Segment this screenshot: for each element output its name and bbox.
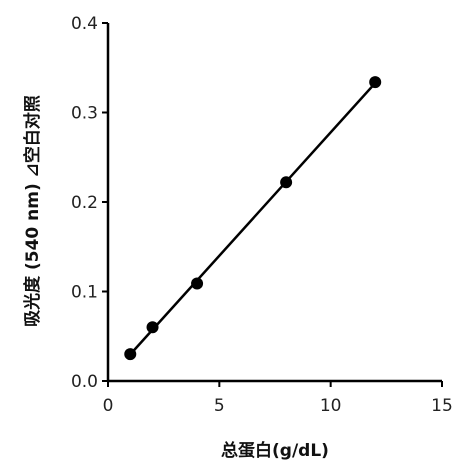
trendline-layer bbox=[129, 82, 377, 356]
y-tick-label: 0.0 bbox=[71, 372, 98, 392]
data-point bbox=[146, 321, 159, 334]
y-tick-label: 0.2 bbox=[71, 193, 98, 213]
data-point bbox=[369, 76, 382, 89]
y-tick-label: 0.4 bbox=[71, 14, 98, 34]
data-point bbox=[280, 176, 293, 189]
x-tick-label: 0 bbox=[103, 396, 114, 416]
data-point bbox=[124, 348, 137, 361]
trendline bbox=[129, 82, 377, 356]
points-layer bbox=[124, 76, 382, 361]
x-tick-label: 5 bbox=[214, 396, 225, 416]
y-axis-label: 吸光度 (540 nm) ⊿空白对照 bbox=[22, 95, 43, 327]
y-tick-label: 0.3 bbox=[71, 104, 98, 124]
data-point bbox=[191, 277, 204, 290]
x-tick-label: 15 bbox=[431, 396, 453, 416]
ticks: 0 5 10 15 0.0 0.1 0.2 0.3 0.4 bbox=[71, 14, 453, 416]
x-axis-label: 总蛋白(g/dL) bbox=[221, 440, 329, 461]
y-tick-label: 0.1 bbox=[71, 283, 98, 303]
x-tick-label: 10 bbox=[320, 396, 342, 416]
